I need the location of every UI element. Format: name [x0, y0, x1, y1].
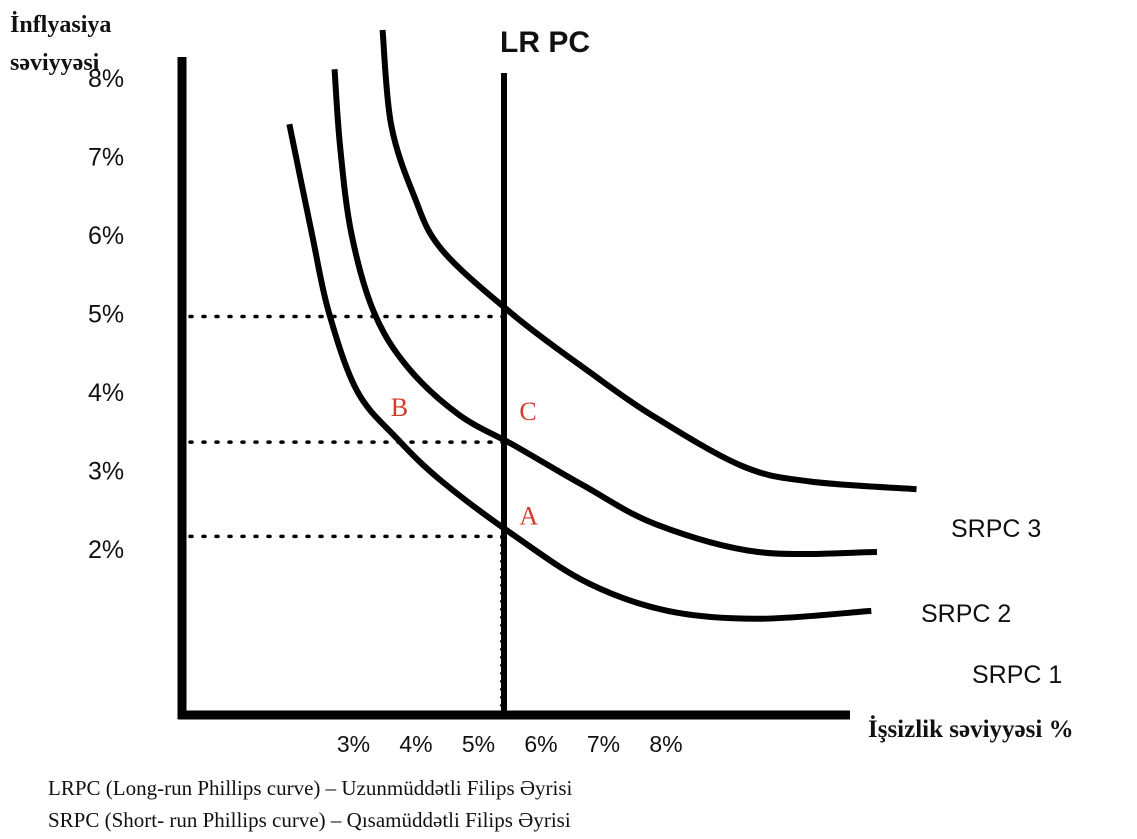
- axes: [177, 57, 850, 720]
- y-axis-title-line-2: səviyyəsi: [10, 50, 100, 76]
- x-tick-label: 5%: [462, 731, 495, 757]
- note-lrpc: LRPC (Long-run Phillips curve) – Uzunmüd…: [48, 776, 573, 800]
- x-tick-label: 3%: [337, 731, 370, 757]
- point-label-b: B: [391, 393, 408, 422]
- note-srpc: SRPC (Short- run Phillips curve) – Qısam…: [48, 808, 571, 832]
- srpc-curve-1: [286, 123, 872, 622]
- y-tick-label: 8%: [88, 65, 124, 93]
- point-label-c: C: [519, 397, 536, 426]
- y-tick-label: 5%: [88, 301, 124, 329]
- y-axis-title-line-1: İnflyasiya: [10, 12, 111, 38]
- y-tick-label: 4%: [88, 379, 124, 407]
- x-tick-label: 6%: [524, 731, 557, 757]
- x-tick-label: 8%: [649, 731, 682, 757]
- y-tick-label: 6%: [88, 222, 124, 250]
- y-tick-label: 2%: [88, 536, 124, 564]
- x-tick-label: 7%: [587, 731, 620, 757]
- y-tick-label: 7%: [88, 144, 124, 172]
- x-axis-title: İşsizlik səviyyəsi %: [868, 715, 1074, 743]
- srpc-curves: [286, 29, 917, 622]
- srpc-curve-3: [379, 29, 917, 493]
- point-label-a: A: [519, 501, 538, 530]
- x-tick-label: 4%: [399, 731, 432, 757]
- srpc-label-2: SRPC 2: [921, 600, 1011, 628]
- srpc-label-3: SRPC 3: [951, 515, 1041, 543]
- srpc-curve-2: [331, 69, 877, 558]
- curve-labels: LR PC SRPC 1 SRPC 2 SRPC 3 B C A: [391, 26, 1063, 689]
- notes: LRPC (Long-run Phillips curve) – Uzunmüd…: [48, 772, 1048, 836]
- tick-labels: 8% 7% 6% 5% 4% 3% 2% 3% 4% 5% 6% 7% 8%: [88, 65, 683, 757]
- lrpc-label: LR PC: [500, 26, 590, 59]
- y-tick-label: 3%: [88, 458, 124, 486]
- srpc-label-1: SRPC 1: [972, 661, 1062, 689]
